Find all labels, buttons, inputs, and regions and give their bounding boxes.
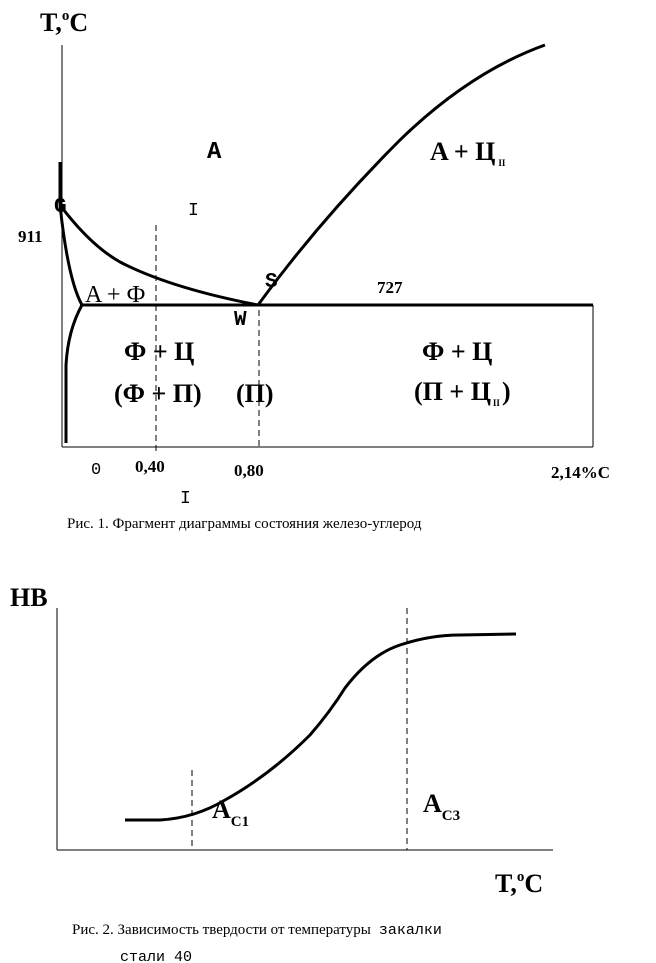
fig2-caption-serif: Рис. 2. Зависимость твердости от темпера… bbox=[72, 922, 371, 938]
svg-text:(П + ЦII): (П + Ц II) bbox=[414, 377, 511, 408]
fig2-caption-mono1: закалки bbox=[379, 922, 442, 939]
temp-911-label: 911 bbox=[18, 227, 43, 246]
region-P-label: (П) bbox=[236, 379, 274, 408]
ac1-sub: C1 bbox=[231, 814, 249, 830]
fig2-x-label-unit: C bbox=[524, 869, 543, 898]
temp-727-label: 727 bbox=[377, 278, 403, 297]
tick-080: 0,80 bbox=[234, 461, 264, 480]
tick-0: 0 bbox=[91, 461, 101, 480]
fig1-curve-S-E bbox=[256, 43, 546, 306]
point-S-label: S bbox=[265, 271, 278, 294]
region-A-C-sub: II bbox=[498, 158, 506, 168]
fig1-curve-left-solvus bbox=[64, 304, 84, 443]
text-cursor-icon-2: I bbox=[180, 489, 191, 509]
figure-2-hardness-chart: HB T,oC AC1 AC3 Рис. 2. Зависимость твер… bbox=[10, 583, 553, 963]
fig1-y-label: T, bbox=[40, 8, 62, 37]
svg-text:Рис. 2. Зависимость твердости: Рис. 2. Зависимость твердости от темпера… bbox=[72, 922, 442, 939]
fig1-y-label-unit: C bbox=[69, 8, 88, 37]
region-F-P-label: (Ф + П) bbox=[114, 379, 202, 408]
ac3-sub: C3 bbox=[442, 808, 460, 824]
tick-214: 2,14%С bbox=[551, 463, 610, 482]
fig1-caption: Рис. 1. Фрагмент диаграммы состояния жел… bbox=[67, 516, 422, 532]
region-A-F-label: A + Ф bbox=[85, 282, 146, 308]
region-A-label: A bbox=[207, 139, 222, 166]
region-F-C-right-label: Ф + Ц bbox=[422, 337, 492, 366]
fig2-hardness-curve bbox=[125, 632, 517, 822]
text-cursor-icon: I bbox=[188, 201, 199, 221]
figure-1-phase-diagram: T,oC G S W I 911 727 A A + Ц II A + Ф Ф +… bbox=[18, 8, 610, 532]
region-P-C-label: (П + Ц bbox=[414, 377, 491, 406]
svg-text:A + ЦII: A + Ц II bbox=[430, 137, 506, 168]
region-F-C-left-label: Ф + Ц bbox=[124, 337, 194, 366]
svg-text:AC1: AC1 bbox=[212, 795, 249, 830]
fig2-caption-mono2: стали 40 bbox=[120, 949, 192, 963]
region-P-C-close: ) bbox=[502, 377, 511, 406]
ac3-label: A bbox=[423, 789, 442, 818]
fig1-curve-G-S bbox=[58, 204, 259, 307]
tick-040: 0,40 bbox=[135, 457, 165, 476]
svg-text:AC3: AC3 bbox=[423, 789, 460, 824]
region-A-C-label: A + Ц bbox=[430, 137, 495, 166]
fig1-curve-G-P bbox=[58, 204, 84, 306]
ac1-label: A bbox=[212, 795, 231, 824]
point-W-label: W bbox=[234, 309, 247, 332]
svg-text:T,oC: T,oC bbox=[40, 8, 88, 37]
fig2-x-label: T, bbox=[495, 869, 517, 898]
svg-text:T,oC: T,oC bbox=[495, 869, 543, 898]
fig1-y-label-sup: o bbox=[62, 8, 70, 24]
fig2-x-label-sup: o bbox=[517, 869, 525, 885]
fig2-y-label: HB bbox=[10, 583, 48, 612]
region-P-C-sub: II bbox=[493, 398, 501, 408]
point-G-label: G bbox=[54, 196, 67, 219]
